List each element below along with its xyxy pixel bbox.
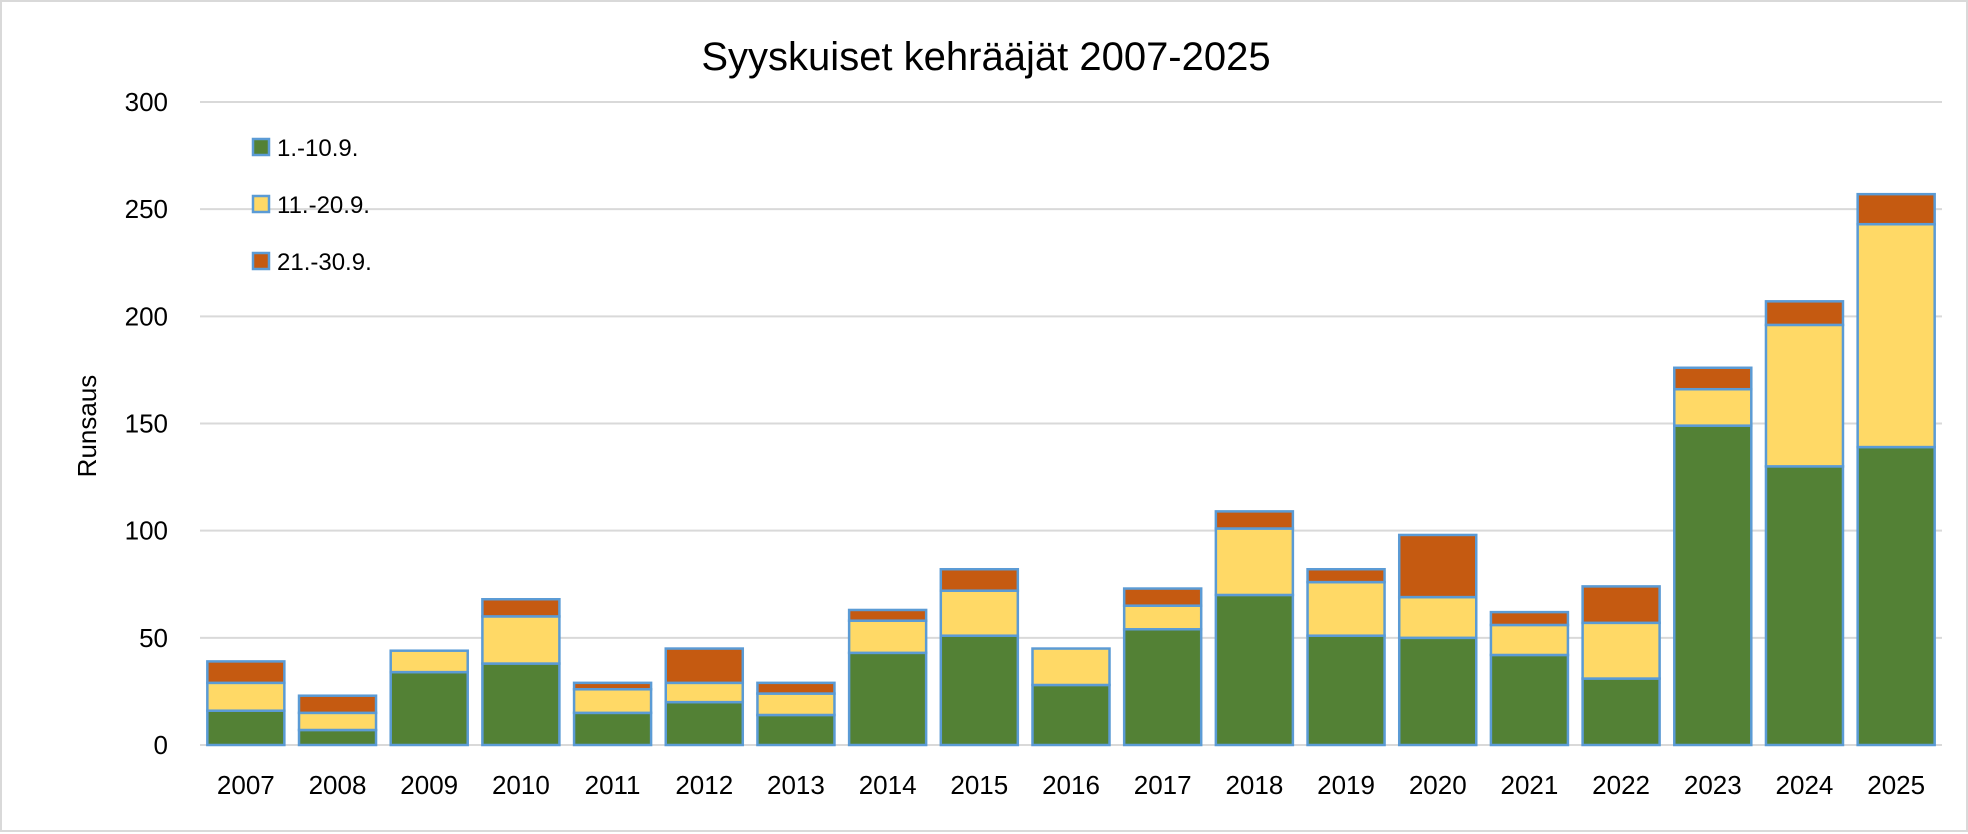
bar-segment — [1397, 595, 1478, 640]
x-tick-label: 2017 — [1134, 770, 1192, 800]
bar-segment — [1764, 323, 1845, 468]
bar-segment — [1122, 628, 1203, 747]
legend-label: 21.-30.9. — [277, 249, 372, 276]
y-tick-label: 200 — [125, 301, 168, 331]
bar-segment — [939, 634, 1020, 747]
bar-segment — [1031, 683, 1111, 747]
bar-segment — [297, 711, 378, 732]
chart-title: Syyskuiset kehrääjät 2007-2025 — [701, 35, 1270, 79]
y-tick-label: 50 — [139, 623, 168, 653]
legend-swatch — [251, 251, 271, 271]
bar-segment — [1489, 623, 1570, 657]
bar-segment — [664, 681, 745, 704]
bar-group — [206, 192, 1936, 747]
x-tick-label: 2010 — [492, 770, 550, 800]
bar-segment — [481, 615, 561, 665]
bar-segment — [1856, 445, 1936, 747]
bar-segment — [939, 567, 1020, 592]
bar-segment — [939, 589, 1020, 637]
legend: 1.-10.9. 11.-20.9. 21.-30.9. — [251, 135, 372, 276]
x-tick-label: 2008 — [309, 770, 367, 800]
bar-segment — [1581, 621, 1661, 680]
bar-segment — [1397, 636, 1478, 747]
bar-segment — [389, 670, 469, 747]
legend-label: 1.-10.9. — [277, 135, 358, 162]
y-tick-label: 150 — [125, 409, 168, 439]
bar-segment — [1673, 366, 1753, 391]
x-tick-label: 2015 — [950, 770, 1008, 800]
bar-segment — [1764, 300, 1845, 327]
x-tick-label: 2012 — [675, 770, 733, 800]
x-tick-label: 2025 — [1867, 770, 1925, 800]
bar-segment — [664, 647, 745, 685]
legend-swatch — [251, 194, 271, 214]
x-tick-label: 2022 — [1592, 770, 1650, 800]
y-tick-label: 0 — [154, 730, 168, 760]
bar-segment — [1673, 387, 1753, 427]
bar-segment — [1306, 634, 1386, 747]
y-tick-label: 100 — [125, 516, 168, 546]
y-tick-labels: 0 50 100 150 200 250 300 — [125, 87, 168, 760]
bar-segment — [1581, 677, 1661, 747]
bar-segment — [664, 700, 745, 747]
bar-segment — [1397, 533, 1478, 599]
bar-segment — [1673, 424, 1753, 747]
x-tick-labels: 2007 2008 2009 2010 2011 2012 2013 2014 2015 2016… — [217, 770, 1925, 800]
bar-segment — [206, 681, 286, 712]
bar-segment — [572, 681, 653, 691]
bar-segment — [1489, 610, 1570, 627]
bar-segment — [1214, 593, 1295, 747]
y-tick-label: 300 — [125, 87, 168, 117]
bar-segment — [847, 619, 928, 655]
bar-segment — [756, 713, 836, 747]
x-tick-label: 2024 — [1776, 770, 1834, 800]
y-axis-label: Runsaus — [72, 375, 102, 478]
x-tick-label: 2016 — [1042, 770, 1100, 800]
x-tick-label: 2018 — [1225, 770, 1283, 800]
bar-segment — [1764, 465, 1845, 747]
bar-segment — [756, 681, 836, 695]
x-tick-label: 2021 — [1500, 770, 1558, 800]
legend-label: 11.-20.9. — [277, 192, 370, 219]
x-tick-label: 2019 — [1317, 770, 1375, 800]
bar-segment — [1122, 587, 1203, 607]
bar-segment — [1214, 510, 1295, 530]
x-tick-label: 2023 — [1684, 770, 1742, 800]
bar-segment — [1122, 604, 1203, 631]
bar-segment — [481, 662, 561, 747]
bar-segment — [1306, 567, 1386, 584]
x-tick-label: 2009 — [400, 770, 458, 800]
bar-segment — [297, 728, 378, 747]
x-tick-label: 2013 — [767, 770, 825, 800]
bar-segment — [1581, 585, 1661, 625]
bar-segment — [756, 692, 836, 717]
bar-segment — [572, 711, 653, 747]
bar-segment — [847, 651, 928, 747]
bar-segment — [572, 688, 653, 715]
bar-segment — [206, 660, 286, 685]
bar-segment — [297, 694, 378, 715]
x-tick-label: 2020 — [1409, 770, 1467, 800]
bar-segment — [1031, 647, 1111, 687]
bar-segment — [1214, 527, 1295, 597]
x-tick-label: 2014 — [859, 770, 917, 800]
x-tick-label: 2007 — [217, 770, 275, 800]
bar-segment — [847, 608, 928, 622]
bar-segment — [1856, 222, 1936, 449]
bar-segment — [1306, 580, 1386, 637]
bar-segment — [1489, 653, 1570, 747]
x-tick-label: 2011 — [585, 770, 641, 800]
bar-segment — [1856, 192, 1936, 226]
bar-segment — [481, 598, 561, 618]
y-tick-label: 250 — [125, 194, 168, 224]
bar-segment — [389, 649, 469, 674]
legend-swatch — [251, 137, 271, 157]
bar-segment — [206, 709, 286, 747]
